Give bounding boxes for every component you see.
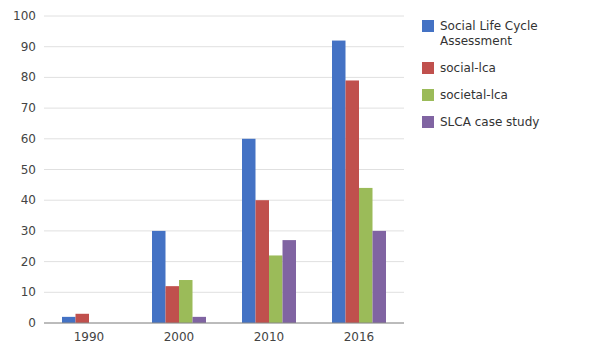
legend-swatch [422,89,434,101]
legend-swatch [422,116,434,128]
legend-label: social-lca [440,61,496,75]
x-tick-label: 2010 [254,330,285,344]
legend-label: societal-lca [440,88,508,102]
bar [179,280,193,323]
bar [359,188,373,323]
x-tick-label: 2000 [164,330,195,344]
x-axis-line [44,323,404,324]
grid [44,16,404,323]
grid-line [44,46,404,47]
legend: Social Life CycleAssessment social-lca soc… [422,19,539,129]
legend-label: SLCA case study [440,115,539,129]
grid-line [44,16,404,17]
bar [373,231,387,323]
x-tick-label: 2016 [344,330,375,344]
y-tick-label: 10 [21,285,36,299]
bar [242,139,256,323]
bar [152,231,166,323]
y-tick-label: 100 [13,9,36,23]
chart: 0 10 20 30 40 50 60 70 80 90 100 1990 2000 2010 2016 So… [0,0,594,357]
bar [269,255,283,323]
bar [346,80,360,323]
bar [62,317,76,323]
legend-swatch [422,20,434,32]
y-tick-label: 30 [21,224,36,238]
x-tick-label: 1990 [74,330,105,344]
y-tick-label: 0 [28,316,36,330]
y-tick-label: 70 [21,101,36,115]
chart-container: 0 10 20 30 40 50 60 70 80 90 100 1990 2000 2010 2016 So… [0,0,594,357]
bar [166,286,180,323]
bar [76,314,90,323]
y-tick-label: 50 [21,163,36,177]
bars [62,41,386,323]
grid-line [44,77,404,78]
grid-line [44,323,404,324]
y-tick-label: 20 [21,255,36,269]
bar [283,240,297,323]
y-tick-label: 90 [21,40,36,54]
bar [332,41,346,323]
bar [193,317,207,323]
y-tick-label: 60 [21,132,36,146]
legend-label: Social Life CycleAssessment [440,19,538,48]
y-tick-label: 80 [21,70,36,84]
legend-swatch [422,62,434,74]
bar [256,200,270,323]
y-tick-label: 40 [21,193,36,207]
